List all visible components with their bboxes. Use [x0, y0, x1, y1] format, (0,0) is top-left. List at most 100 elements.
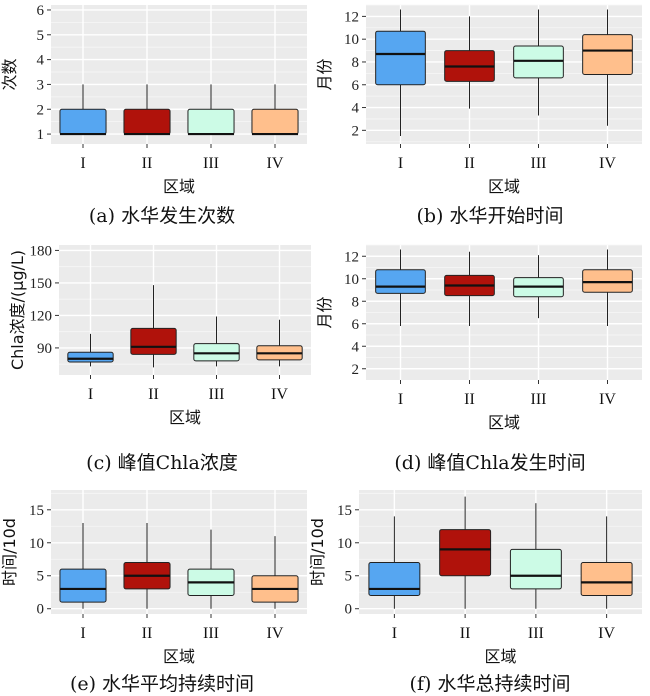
- subplot-caption: (d) 峰值Chla发生时间: [394, 452, 585, 474]
- y-tick-label: 5: [37, 28, 45, 44]
- box-II: [439, 496, 492, 609]
- box-II: [444, 16, 495, 109]
- x-tick-label: III: [203, 625, 219, 642]
- y-tick-label: 0: [37, 602, 45, 618]
- x-tick-label: IV: [267, 625, 284, 642]
- x-tick-label: I: [398, 391, 403, 408]
- y-tick-label: 15: [337, 503, 352, 519]
- box-I: [59, 522, 107, 609]
- x-tick-label: IV: [267, 155, 284, 172]
- x-tick-label: I: [80, 625, 85, 642]
- x-axis-label: 区域: [169, 408, 201, 427]
- y-tick-label: 8: [352, 55, 360, 71]
- x-tick-label: II: [142, 155, 153, 172]
- box-III: [513, 9, 564, 116]
- y-tick-label: 12: [344, 249, 359, 265]
- x-tick-label: III: [531, 155, 547, 172]
- y-tick-label: 180: [30, 243, 53, 259]
- box-III: [509, 503, 562, 609]
- x-tick-label: I: [398, 155, 403, 172]
- x-axis-label: 区域: [488, 177, 520, 196]
- box-III: [193, 316, 240, 367]
- y-tick-label: 2: [352, 362, 360, 378]
- box-body: [375, 30, 426, 86]
- box-body: [509, 548, 562, 590]
- box-body: [580, 562, 633, 597]
- y-axis-label: 时间/10d: [308, 518, 327, 586]
- y-tick-label: 8: [352, 294, 360, 310]
- x-tick-label: II: [464, 391, 475, 408]
- x-axis-label: 区域: [484, 647, 516, 666]
- y-tick-label: 120: [30, 308, 53, 324]
- box-II: [123, 522, 171, 609]
- y-tick-label: 12: [344, 9, 359, 25]
- box-body: [513, 45, 564, 79]
- y-tick-label: 1: [37, 127, 45, 143]
- y-tick-label: 4: [352, 339, 360, 355]
- x-tick-label: IV: [271, 386, 288, 403]
- box-III: [187, 529, 235, 609]
- box-IV: [582, 249, 633, 326]
- box-body: [582, 34, 633, 75]
- box-I: [375, 9, 426, 137]
- y-tick-label: 5: [345, 569, 353, 585]
- subplot-caption: (c) 峰值Chla浓度: [86, 452, 238, 474]
- y-tick-label: 15: [29, 503, 44, 519]
- y-tick-label: 10: [337, 536, 352, 552]
- subplot-caption: (a) 水华发生次数: [89, 205, 235, 227]
- y-tick-label: 5: [37, 569, 45, 585]
- box-body: [123, 108, 171, 135]
- box-body: [582, 269, 633, 293]
- x-tick-label: III: [528, 625, 544, 642]
- box-III: [187, 84, 235, 136]
- x-tick-label: IV: [599, 391, 616, 408]
- y-tick-label: 90: [37, 341, 52, 357]
- box-IV: [251, 536, 299, 609]
- box-II: [444, 251, 495, 326]
- x-tick-label: II: [460, 625, 471, 642]
- y-tick-label: 6: [37, 3, 45, 19]
- box-body: [375, 269, 426, 294]
- x-tick-label: IV: [599, 155, 616, 172]
- y-tick-label: 10: [344, 32, 359, 48]
- x-axis-label: 区域: [163, 177, 195, 196]
- y-axis-label: 次数: [0, 58, 19, 90]
- box-IV: [251, 84, 299, 136]
- box-body: [439, 529, 492, 577]
- box-I: [368, 516, 421, 609]
- box-body: [251, 108, 299, 135]
- box-I: [67, 333, 114, 367]
- y-tick-label: 4: [352, 101, 360, 117]
- y-tick-label: 6: [352, 78, 360, 94]
- box-body: [67, 351, 114, 363]
- box-III: [513, 255, 564, 319]
- box-IV: [580, 516, 633, 609]
- y-tick-label: 4: [37, 53, 45, 69]
- box-body: [130, 327, 177, 355]
- y-axis-label: 月份: [315, 58, 334, 90]
- y-tick-label: 10: [29, 536, 44, 552]
- box-body: [59, 108, 107, 135]
- subplot-caption: (e) 水华平均持续时间: [70, 673, 254, 695]
- box-II: [123, 84, 171, 136]
- x-tick-label: I: [88, 386, 93, 403]
- x-axis-label: 区域: [488, 413, 520, 432]
- box-I: [59, 84, 107, 136]
- y-tick-label: 6: [352, 317, 360, 333]
- x-tick-label: III: [209, 386, 225, 403]
- box-body: [368, 562, 421, 597]
- x-tick-label: III: [531, 391, 547, 408]
- x-tick-label: III: [203, 155, 219, 172]
- x-tick-label: IV: [598, 625, 615, 642]
- box-IV: [256, 319, 303, 367]
- y-axis-label: 时间/10d: [0, 518, 19, 586]
- y-tick-label: 0: [345, 602, 353, 618]
- y-tick-label: 2: [352, 123, 360, 139]
- box-body: [187, 108, 235, 135]
